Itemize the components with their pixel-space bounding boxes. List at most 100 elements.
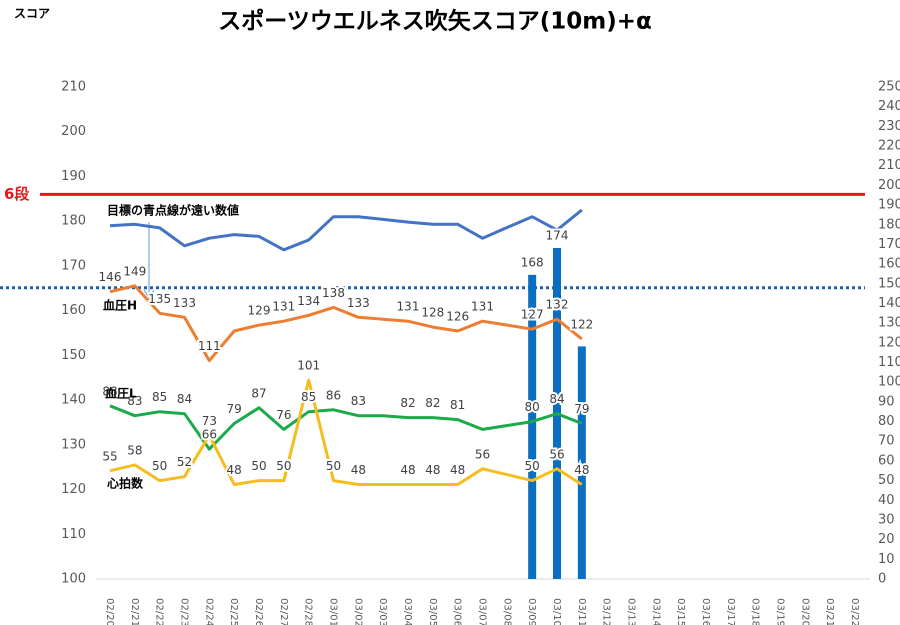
data-label: 84 (177, 392, 192, 406)
x-tick-label: 03/19 (775, 598, 786, 625)
x-tick-label: 02/25 (228, 598, 239, 625)
data-label: 48 (227, 463, 242, 477)
y2-tick-label: 250 (878, 80, 900, 95)
data-label: 134 (297, 294, 320, 308)
data-label: 55 (102, 449, 117, 463)
y2-tick-label: 190 (878, 198, 900, 213)
x-tick-label: 02/24 (203, 598, 214, 625)
y2-tick-label: 20 (878, 532, 895, 547)
y-tick-label: 140 (61, 393, 86, 408)
x-tick-label: 03/09 (526, 598, 537, 625)
data-label: 127 (521, 308, 544, 322)
data-label: 48 (574, 463, 589, 477)
data-label: 48 (450, 463, 465, 477)
y2-tick-label: 110 (878, 355, 900, 370)
data-label: 88 (102, 384, 117, 398)
y2-tick-label: 240 (878, 99, 900, 114)
data-label: 174 (546, 229, 569, 243)
y-axis-title: スコア (14, 7, 50, 21)
data-label: 50 (525, 459, 540, 473)
data-label: 52 (177, 455, 192, 469)
data-label: 138 (322, 286, 345, 300)
x-tick-label: 03/03 (377, 598, 388, 625)
series-line (109, 404, 583, 451)
y2-tick-label: 130 (878, 316, 900, 331)
data-label: 82 (425, 396, 440, 410)
x-tick-label: 03/21 (824, 598, 835, 625)
data-label: 82 (400, 396, 415, 410)
data-label: 66 (202, 428, 217, 442)
y2-tick-label: 50 (878, 473, 895, 488)
data-label: 146 (99, 270, 122, 284)
x-tick-label: 03/17 (725, 598, 736, 625)
data-label: 131 (397, 300, 420, 314)
arrow-head (143, 289, 155, 299)
series-line (109, 208, 583, 252)
data-label: 83 (351, 394, 366, 408)
y-tick-label: 190 (61, 169, 86, 184)
x-tick-label: 02/22 (154, 598, 165, 625)
x-tick-label: 03/04 (402, 598, 413, 625)
data-label: 56 (549, 447, 564, 461)
y-tick-label: 170 (61, 258, 86, 273)
data-label: 84 (549, 392, 564, 406)
data-label: 131 (471, 300, 494, 314)
reference-label: 6段 (4, 185, 29, 203)
y2-tick-label: 210 (878, 158, 900, 173)
data-label: 111 (198, 339, 221, 353)
y2-tick-label: 120 (878, 335, 900, 350)
x-tick-label: 03/15 (675, 598, 686, 625)
x-tick-label: 03/16 (700, 598, 711, 625)
data-label: 85 (152, 390, 167, 404)
y-tick-label: 150 (61, 348, 86, 363)
y2-tick-label: 200 (878, 178, 900, 193)
x-tick-label: 03/14 (650, 598, 661, 625)
y-tick-label: 130 (61, 437, 86, 452)
series-line (109, 378, 583, 486)
x-tick-label: 03/20 (799, 598, 810, 625)
y-tick-label: 200 (61, 124, 86, 139)
y2-tick-label: 150 (878, 276, 900, 291)
data-label: 132 (546, 298, 569, 312)
x-tick-label: 02/23 (179, 598, 190, 625)
y-tick-label: 180 (61, 214, 86, 229)
x-tick-label: 03/01 (328, 598, 339, 625)
data-label: 122 (570, 317, 593, 331)
data-label: 48 (425, 463, 440, 477)
y2-tick-label: 30 (878, 512, 895, 527)
data-label: 58 (127, 443, 142, 457)
y2-tick-label: 40 (878, 493, 895, 508)
data-label: 128 (421, 306, 444, 320)
data-label: 126 (446, 310, 469, 324)
x-tick-label: 03/11 (576, 598, 587, 625)
series-label: 心拍数 (107, 476, 144, 491)
x-tick-label: 03/05 (427, 598, 438, 625)
data-label: 133 (173, 296, 196, 310)
plot: 100 110 120 130 140 150 160 170 180 190 200 210 0 10 2… (0, 80, 900, 625)
x-tick-label: 03/08 (501, 598, 512, 625)
y2-tick-label: 60 (878, 453, 895, 468)
y2-tick-label: 90 (878, 394, 895, 409)
x-tick-label: 02/28 (303, 598, 314, 625)
x-tick-label: 03/13 (626, 598, 637, 625)
data-label: 50 (251, 459, 266, 473)
x-tick-label: 03/07 (477, 598, 488, 625)
y-tick-label: 210 (61, 80, 86, 95)
data-label: 56 (475, 447, 490, 461)
x-tick-label: 03/02 (352, 598, 363, 625)
data-label: 86 (326, 388, 341, 402)
y2-tick-label: 140 (878, 296, 900, 311)
x-tick-label: 02/26 (253, 598, 264, 625)
data-label: 131 (272, 300, 295, 314)
data-label: 87 (251, 386, 266, 400)
data-label: 48 (400, 463, 415, 477)
bar (577, 346, 586, 579)
data-label: 133 (347, 296, 370, 310)
y2-tick-label: 170 (878, 237, 900, 252)
series-line (109, 284, 583, 363)
data-label: 129 (248, 304, 271, 318)
y2-tick-label: 100 (878, 375, 900, 390)
y2-tick-label: 230 (878, 119, 900, 134)
data-label: 50 (326, 459, 341, 473)
y2-tick-label: 180 (878, 217, 900, 232)
